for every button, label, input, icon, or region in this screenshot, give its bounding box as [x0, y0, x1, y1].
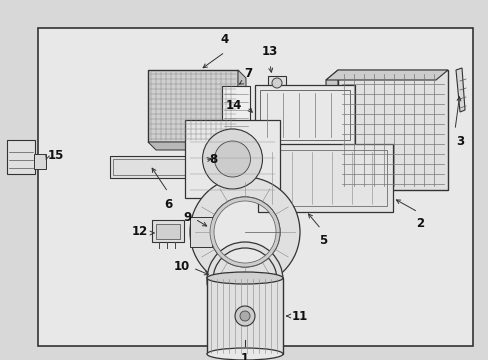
Bar — [267, 76, 285, 90]
Text: 2: 2 — [415, 217, 423, 230]
Text: 3: 3 — [455, 135, 463, 148]
Bar — [7, 140, 35, 174]
Text: 4: 4 — [221, 33, 229, 46]
Bar — [260, 90, 349, 140]
Bar — [38, 28, 472, 346]
Ellipse shape — [206, 348, 283, 360]
Bar — [148, 70, 238, 142]
Bar — [190, 160, 200, 174]
Text: 10: 10 — [173, 261, 190, 274]
Polygon shape — [238, 70, 245, 150]
Bar — [337, 70, 447, 190]
Bar — [263, 90, 272, 102]
Text: 12: 12 — [131, 225, 148, 238]
Text: 13: 13 — [262, 45, 278, 58]
Text: 8: 8 — [208, 153, 217, 166]
Bar — [113, 159, 186, 175]
Text: 15: 15 — [48, 149, 64, 162]
Polygon shape — [325, 70, 337, 200]
Ellipse shape — [206, 272, 283, 284]
Bar — [200, 163, 204, 171]
Text: 6: 6 — [163, 198, 172, 211]
Text: 14: 14 — [225, 99, 242, 112]
Bar — [254, 85, 354, 145]
Wedge shape — [209, 197, 280, 267]
Wedge shape — [206, 242, 283, 318]
Bar — [34, 154, 46, 169]
Text: 9: 9 — [183, 211, 192, 225]
Bar — [184, 120, 280, 198]
Polygon shape — [455, 68, 464, 112]
Text: 7: 7 — [244, 67, 251, 80]
Bar — [264, 150, 386, 206]
Text: 5: 5 — [318, 234, 326, 247]
Circle shape — [214, 141, 250, 177]
Bar — [190, 217, 212, 247]
Circle shape — [271, 78, 282, 88]
Bar — [206, 278, 283, 354]
Circle shape — [240, 311, 249, 321]
Wedge shape — [190, 177, 299, 287]
Text: 11: 11 — [291, 310, 307, 324]
Bar — [258, 144, 392, 212]
Circle shape — [235, 306, 254, 326]
Bar — [156, 224, 180, 239]
Circle shape — [202, 129, 262, 189]
Bar — [152, 220, 183, 242]
Text: 1: 1 — [241, 352, 248, 360]
Polygon shape — [148, 142, 245, 150]
Bar — [240, 316, 249, 322]
Bar — [222, 86, 249, 138]
Bar — [110, 156, 190, 178]
Polygon shape — [325, 70, 447, 80]
